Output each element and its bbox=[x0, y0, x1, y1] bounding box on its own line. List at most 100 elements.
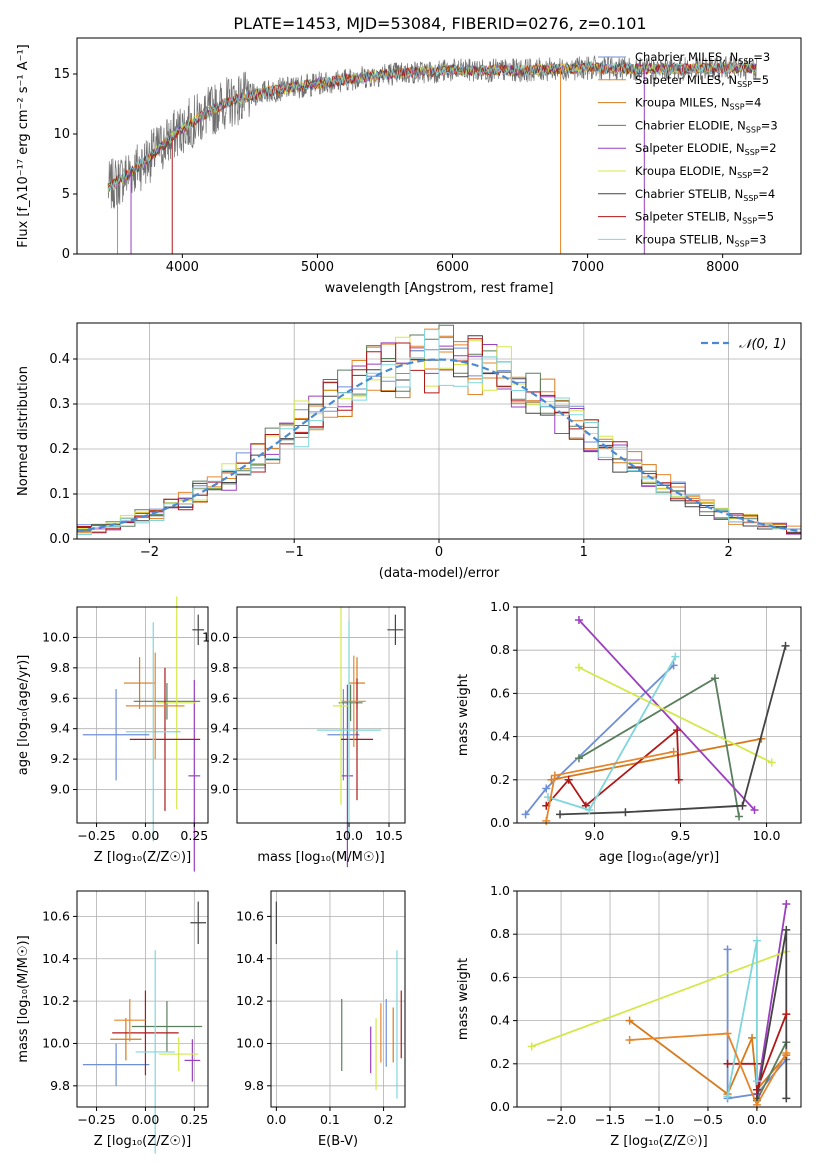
figure-title: PLATE=1453, MJD=53084, FIBERID=0276, z=0… bbox=[233, 14, 646, 33]
weight-line bbox=[531, 950, 787, 1048]
x-tick-label: 10.5 bbox=[375, 828, 403, 843]
weight-point-marker bbox=[735, 812, 744, 821]
weight-point-marker bbox=[671, 652, 680, 661]
x-tick-label: −2.0 bbox=[546, 1112, 576, 1127]
x-tick-label: 10.0 bbox=[335, 828, 363, 843]
x-tick-label: −0.25 bbox=[77, 1112, 115, 1127]
weight-point-marker bbox=[585, 806, 594, 815]
y-axis-label: mass weight bbox=[456, 958, 471, 1040]
weight-point-marker bbox=[521, 810, 530, 819]
weight-point-marker bbox=[723, 945, 732, 954]
weight-point-marker bbox=[723, 1029, 732, 1038]
y-tick-label: 0.4 bbox=[49, 352, 70, 367]
y-tick-label: 10 bbox=[53, 127, 70, 142]
x-tick-label: 1 bbox=[580, 545, 588, 560]
axes-frame bbox=[76, 37, 802, 255]
y-tick-label: 0.8 bbox=[490, 642, 510, 657]
weight-point-marker bbox=[748, 1033, 757, 1042]
weight-point-marker bbox=[625, 1036, 634, 1045]
weight-line bbox=[726, 940, 758, 1097]
y-tick-label: 10.6 bbox=[236, 908, 264, 923]
x-tick-label: −1.0 bbox=[644, 1112, 674, 1127]
x-tick-label: 0.1 bbox=[320, 1112, 340, 1127]
weight-point-marker bbox=[542, 784, 551, 793]
x-tick-label: −0.5 bbox=[693, 1112, 723, 1127]
x-tick-label: 0.0 bbox=[747, 1112, 767, 1127]
y-tick-label: 9.0 bbox=[210, 782, 230, 797]
y-tick-label: 0.1 bbox=[49, 487, 70, 502]
x-tick-label: 0.25 bbox=[180, 828, 208, 843]
spectrum-traces bbox=[107, 55, 757, 254]
x-tick-label: 10.0 bbox=[753, 828, 781, 843]
y-tick-label: 0.4 bbox=[490, 1013, 510, 1028]
weight-point-marker bbox=[542, 816, 551, 825]
x-tick-label: 9.5 bbox=[671, 828, 691, 843]
weight-point-marker bbox=[574, 615, 583, 624]
y-tick-label: 10.0 bbox=[202, 629, 230, 644]
y-tick-label: 10.4 bbox=[236, 951, 264, 966]
weight-point-marker bbox=[674, 775, 683, 784]
age-vs-metallicity-panel: −0.25 0.00 0.25 9.0 9.2 9.4 9.6 9.8 10.0 Z [log₁₀… bbox=[16, 596, 209, 872]
x-axis-label: Z [log₁₀(Z/Z☉)] bbox=[610, 1134, 707, 1149]
y-axis-label: Normed distribution bbox=[16, 366, 31, 496]
weight-point-marker bbox=[782, 1094, 791, 1103]
residuals-panel: −2 −1 0 1 2 0.0 0.1 0.2 0.3 0.4 (data-model)/error… bbox=[16, 322, 802, 581]
weight-point-marker bbox=[527, 1042, 536, 1051]
axes-frame bbox=[516, 606, 802, 824]
x-tick-label: 0.00 bbox=[132, 1112, 160, 1127]
y-tick-label: 9.0 bbox=[50, 782, 70, 797]
legend-label: Salpeter STELIB, NSSP=5 bbox=[635, 210, 774, 226]
x-axis-label: E(B-V) bbox=[318, 1134, 358, 1149]
age-vs-mass-panel: 10.0 10.5 9.0 9.2 9.4 9.6 9.8 10.0 mass [log₁₀(M… bbox=[202, 606, 406, 868]
weight-line bbox=[578, 666, 773, 764]
weight-point-marker bbox=[574, 754, 583, 763]
y-tick-label: 10.2 bbox=[42, 993, 70, 1008]
y-tick-label: 0 bbox=[62, 247, 70, 262]
y-tick-label: 10.0 bbox=[236, 1035, 264, 1050]
x-tick-label: 5000 bbox=[301, 260, 334, 275]
x-tick-label: 8000 bbox=[706, 260, 739, 275]
y-tick-label: 9.4 bbox=[210, 721, 230, 736]
model-spectrum-line bbox=[107, 61, 757, 192]
residual-histogram bbox=[76, 329, 802, 539]
x-tick-label: 0.0 bbox=[266, 1112, 286, 1127]
weight-point-marker bbox=[738, 801, 747, 810]
weight-point-marker bbox=[752, 936, 761, 945]
x-tick-label: −1.5 bbox=[595, 1112, 625, 1127]
legend-label: Chabrier STELIB, NSSP=4 bbox=[635, 187, 775, 203]
x-axis-label: Z [log₁₀(Z/Z☉)] bbox=[94, 850, 191, 865]
x-axis-label: (data-model)/error bbox=[379, 566, 500, 581]
y-tick-label: 15 bbox=[53, 67, 70, 82]
legend-label: Chabrier MILES, NSSP=3 bbox=[635, 50, 770, 66]
y-tick-label: 0.4 bbox=[490, 729, 510, 744]
weight-point-marker bbox=[574, 663, 583, 672]
legend-label: Salpeter ELODIE, NSSP=2 bbox=[635, 141, 777, 157]
y-axis-label: mass [log₁₀(M/M☉)] bbox=[16, 935, 31, 1062]
x-tick-label: −2 bbox=[140, 545, 159, 560]
weight-point-marker bbox=[750, 806, 759, 815]
y-tick-label: 1.0 bbox=[490, 883, 510, 898]
y-tick-label: 9.8 bbox=[50, 1078, 70, 1093]
y-tick-label: 5 bbox=[62, 187, 70, 202]
weight-point-marker bbox=[782, 1049, 791, 1057]
y-tick-label: 10.4 bbox=[42, 951, 70, 966]
y-tick-label: 9.2 bbox=[50, 751, 70, 766]
weight-point-marker bbox=[625, 1016, 634, 1025]
y-tick-label: 9.4 bbox=[50, 721, 70, 736]
x-axis-label: wavelength [Angstrom, rest frame] bbox=[325, 281, 554, 296]
x-tick-label: 6000 bbox=[436, 260, 469, 275]
x-tick-label: −0.25 bbox=[77, 828, 115, 843]
legend-label: Kroupa STELIB, NSSP=3 bbox=[635, 232, 766, 248]
weight-point-marker bbox=[723, 1092, 732, 1101]
y-tick-label: 0.6 bbox=[490, 969, 510, 984]
axes-frame bbox=[76, 890, 209, 1108]
y-tick-label: 10.0 bbox=[42, 1035, 70, 1050]
y-tick-label: 10.2 bbox=[236, 993, 264, 1008]
weight-line bbox=[629, 1032, 788, 1107]
y-tick-label: 9.8 bbox=[244, 1078, 264, 1093]
weight-line bbox=[756, 1041, 788, 1101]
weight-point-marker bbox=[723, 1059, 732, 1068]
x-tick-label: 0 bbox=[435, 545, 443, 560]
mass-vs-ebv-panel: 0.0 0.1 0.2 9.8 10.0 10.2 10.4 10.6 E(B-V) bbox=[236, 890, 406, 1149]
y-tick-label: 0.0 bbox=[490, 815, 510, 830]
